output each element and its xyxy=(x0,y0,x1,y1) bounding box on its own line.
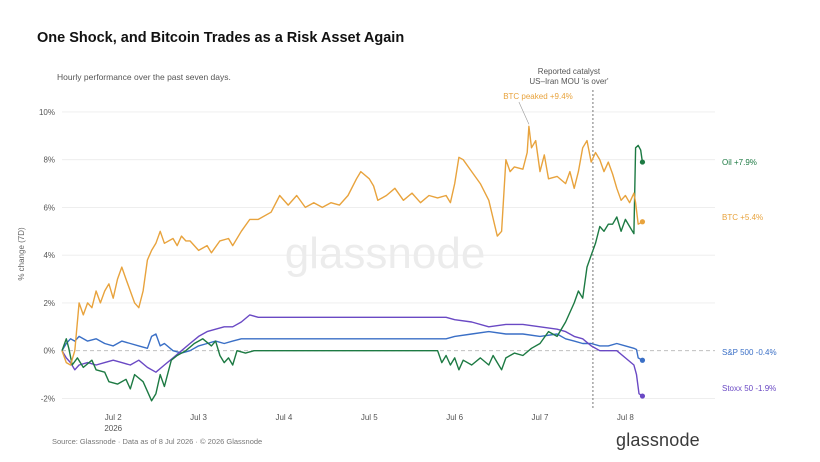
btc-line xyxy=(61,125,643,366)
stoxx-line xyxy=(61,314,643,397)
x-tick-label: Jul 7 xyxy=(532,413,549,422)
y-tick-label: 4% xyxy=(43,251,55,260)
y-tick-label: 10% xyxy=(39,108,55,117)
catalyst-label-line2: US–Iran MOU 'is over' xyxy=(529,77,609,86)
x-axis: Jul 2 2026 Jul 3 Jul 4 Jul 5 Jul 6 Jul 7 Jul 8 xyxy=(104,413,634,433)
series-lines xyxy=(61,125,646,402)
x-tick-label: Jul 3 xyxy=(190,413,207,422)
btc-peak-label: BTC peaked +9.4% xyxy=(503,92,573,101)
oil-end-marker xyxy=(639,159,646,165)
catalyst-label-line1: Reported catalyst xyxy=(538,67,601,76)
sp500-label: S&P 500 -0.4% xyxy=(722,348,777,357)
x-tick-sublabel: 2026 xyxy=(104,424,122,433)
x-tick-label: Jul 5 xyxy=(361,413,378,422)
watermark-text: glassnode xyxy=(285,229,486,278)
series-labels: S&P 500 -0.4% Stoxx 50 -1.9% Oil +7.9% BTC … xyxy=(722,158,777,393)
x-tick-label: Jul 2 xyxy=(105,413,122,422)
y-axis: -2% 0% 2% 4% 6% 8% 10% % change (7D) xyxy=(17,108,55,404)
btc-peak-leader xyxy=(518,101,530,125)
btc-label: BTC +5.4% xyxy=(722,213,763,222)
chart-title: One Shock, and Bitcoin Trades as a Risk … xyxy=(37,30,405,46)
x-tick-label: Jul 4 xyxy=(275,413,292,422)
y-tick-label: 2% xyxy=(43,299,55,308)
grid xyxy=(62,111,715,399)
sp500-line xyxy=(61,330,643,361)
watermark: glassnode xyxy=(285,229,486,278)
chart-subtitle: Hourly performance over the past seven d… xyxy=(57,72,231,82)
glassnode-logo: glassnode xyxy=(616,430,700,450)
y-axis-label: % change (7D) xyxy=(17,227,26,281)
sp500-end-marker xyxy=(639,357,646,363)
source-footer: Source: Glassnode · Data as of 8 Jul 202… xyxy=(52,437,263,446)
y-tick-label: -2% xyxy=(41,394,55,403)
y-tick-label: 8% xyxy=(43,156,55,165)
x-tick-label: Jul 6 xyxy=(446,413,463,422)
y-tick-label: 6% xyxy=(43,203,55,212)
stoxx-end-marker xyxy=(639,393,646,399)
stoxx-label: Stoxx 50 -1.9% xyxy=(722,384,776,393)
oil-label: Oil +7.9% xyxy=(722,158,757,167)
btc-end-marker xyxy=(639,219,646,225)
y-tick-label: 0% xyxy=(43,347,55,356)
oil-line xyxy=(61,144,644,402)
x-tick-label: Jul 8 xyxy=(617,413,634,422)
